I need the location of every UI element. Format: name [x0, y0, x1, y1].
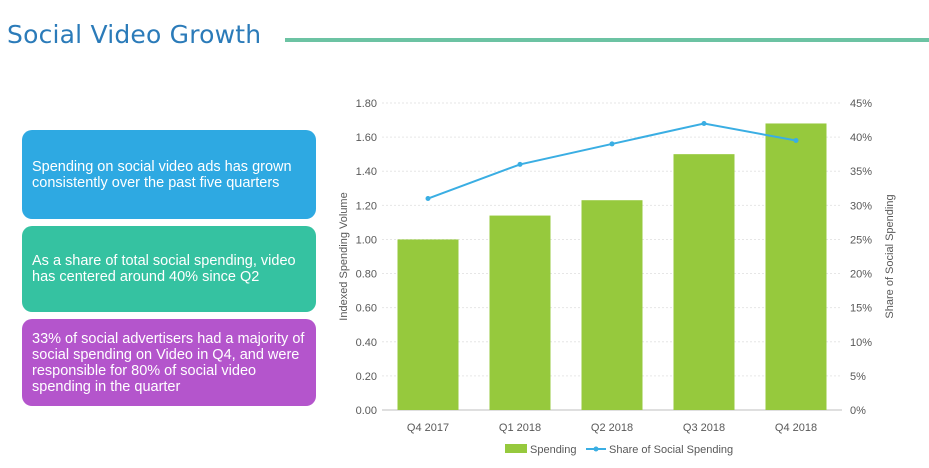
- callout-text: 33% of social advertisers had a majority…: [32, 330, 305, 395]
- y-tick-label: 1.80: [356, 98, 377, 110]
- callout-share-of-spending: As a share of total social spending, vid…: [22, 226, 316, 312]
- bar-spending: [397, 239, 459, 410]
- x-tick-label: Q3 2018: [683, 422, 725, 434]
- y-tick-label: 1.00: [356, 234, 377, 246]
- bar-spending: [489, 215, 551, 410]
- title-divider: [285, 38, 929, 42]
- y2-tick-label: 30%: [850, 200, 872, 212]
- y-tick-label: 0.60: [356, 303, 377, 315]
- point-share: [793, 138, 799, 144]
- point-share: [609, 141, 615, 147]
- callout-advertiser-majority: 33% of social advertisers had a majority…: [22, 319, 316, 406]
- y2-tick-label: 45%: [850, 98, 872, 110]
- point-share: [517, 161, 523, 167]
- y-axis-title: Indexed Spending Volume: [338, 192, 350, 320]
- bar-spending: [765, 123, 827, 410]
- point-share: [425, 196, 431, 202]
- y-tick-label: 0.00: [356, 405, 377, 417]
- y2-tick-label: 15%: [850, 303, 872, 315]
- y2-tick-label: 5%: [850, 371, 866, 383]
- legend-label-spending: Spending: [530, 444, 577, 456]
- x-tick-label: Q4 2018: [775, 422, 817, 434]
- legend-swatch-spending: [505, 444, 527, 453]
- y-tick-label: 1.20: [356, 200, 377, 212]
- y-tick-label: 0.80: [356, 269, 377, 281]
- x-tick-label: Q2 2018: [591, 422, 633, 434]
- callout-spending-growth: Spending on social video ads has grown c…: [22, 130, 316, 219]
- page-title: Social Video Growth: [7, 20, 262, 49]
- y-tick-label: 0.40: [356, 337, 377, 349]
- callout-text: As a share of total social spending, vid…: [32, 253, 296, 285]
- legend-label-share: Share of Social Spending: [609, 444, 733, 456]
- bar-spending: [581, 200, 643, 410]
- y2-tick-label: 25%: [850, 234, 872, 246]
- bar-spending: [673, 154, 735, 410]
- y2-tick-label: 10%: [850, 337, 872, 349]
- y2-tick-label: 40%: [850, 132, 872, 144]
- x-tick-label: Q4 2017: [407, 422, 449, 434]
- y-tick-label: 1.60: [356, 132, 377, 144]
- y2-tick-label: 35%: [850, 166, 872, 178]
- line-share-of-social-spending: [427, 122, 797, 200]
- x-tick-label: Q1 2018: [499, 422, 541, 434]
- point-share: [701, 120, 707, 126]
- callout-text: Spending on social video ads has grown c…: [32, 158, 292, 191]
- y2-tick-label: 20%: [850, 269, 872, 281]
- y2-axis-title: Share of Social Spending: [884, 194, 896, 318]
- legend-marker-share: [593, 446, 599, 452]
- y2-tick-label: 0%: [850, 405, 866, 417]
- y-tick-label: 1.40: [356, 166, 377, 178]
- y-tick-label: 0.20: [356, 371, 377, 383]
